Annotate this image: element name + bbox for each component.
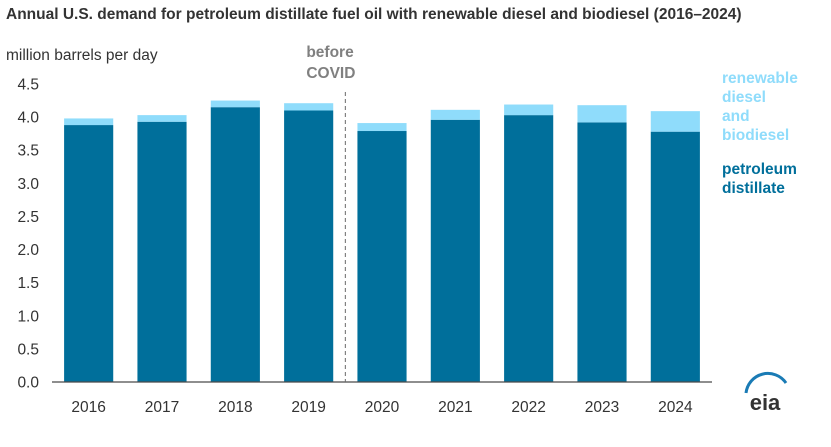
bar-renewable-diesel-biodiesel [357,123,407,132]
bar-petroleum-distillate [137,121,187,382]
legend: renewable diesel and biodiesel petroleum dist… [722,70,798,197]
y-tick-label: 4.5 [17,77,39,94]
y-tick-label: 3.5 [17,143,39,160]
y-tick-label: 4.0 [17,110,39,127]
x-tick-label: 2021 [438,399,472,416]
legend-label-line: petroleum [722,161,797,178]
legend-label-line: renewable [722,70,798,87]
eia-logo-arc [744,372,788,394]
y-ticks: 0.0 0.5 1.0 1.5 2.0 2.5 3.0 3.5 4.0 4.5 [17,77,39,392]
bar-petroleum-distillate [504,115,554,382]
bar-petroleum-distillate [64,125,114,383]
x-tick-label: 2024 [658,399,693,416]
bar-renewable-diesel-biodiesel [504,104,554,116]
y-axis-label: million barrels per day [6,47,158,64]
y-tick-label: 0.5 [17,341,39,358]
x-ticks: 2016 2017 2018 2019 2020 2021 2022 2023 2024 [71,399,693,416]
legend-label-line: and [722,108,750,125]
bar-renewable-diesel-biodiesel [137,115,187,122]
x-tick-label: 2016 [71,399,105,416]
legend-label-line: biodiesel [722,127,789,144]
covid-annotation: before COVID [306,44,355,82]
bar-petroleum-distillate [577,122,627,383]
bar-petroleum-distillate [650,131,700,382]
y-tick-label: 2.0 [17,242,39,259]
y-tick-label: 3.0 [17,176,39,193]
x-tick-label: 2017 [145,399,179,416]
bar-renewable-diesel-biodiesel [430,109,480,120]
bar-petroleum-distillate [430,119,480,382]
bar-renewable-diesel-biodiesel [210,100,260,108]
covid-annotation-line: before [306,44,354,61]
bar-renewable-diesel-biodiesel [284,103,334,111]
legend-label-line: distillate [722,180,785,197]
bars [64,100,700,383]
covid-annotation-line: COVID [306,65,355,82]
bar-renewable-diesel-biodiesel [577,105,627,123]
y-tick-label: 0.0 [17,375,39,392]
bar-petroleum-distillate [210,107,260,382]
legend-label-line: diesel [722,89,766,106]
x-tick-label: 2019 [291,399,325,416]
y-tick-label: 1.0 [17,308,39,325]
y-tick-label: 1.5 [17,275,39,292]
x-tick-label: 2020 [365,399,400,416]
bar-petroleum-distillate [357,131,407,382]
x-tick-label: 2023 [585,399,619,416]
bar-petroleum-distillate [284,110,334,382]
eia-logo: eia [744,372,788,415]
x-tick-label: 2022 [511,399,545,416]
x-tick-label: 2018 [218,399,252,416]
chart-title: Annual U.S. demand for petroleum distill… [6,6,742,23]
bar-renewable-diesel-biodiesel [650,111,700,132]
bar-renewable-diesel-biodiesel [64,118,114,126]
y-tick-label: 2.5 [17,209,39,226]
eia-logo-text: eia [750,390,781,415]
